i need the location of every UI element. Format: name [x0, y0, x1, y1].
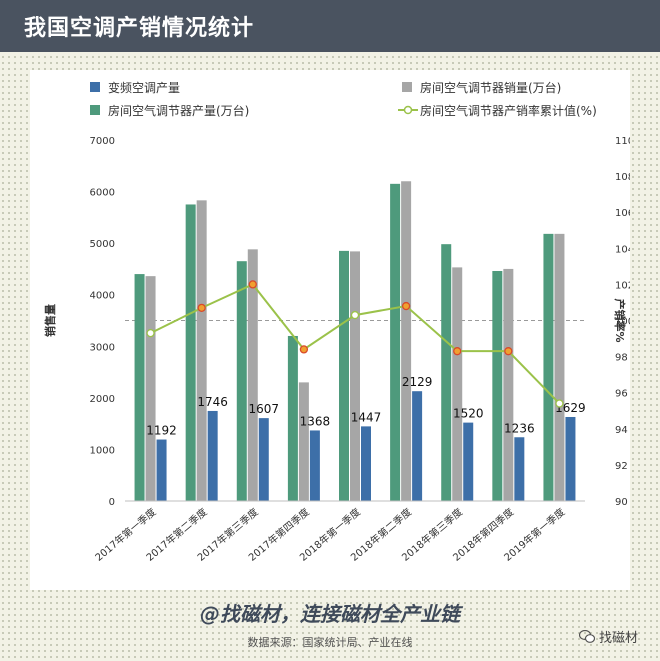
wechat-account: 找磁材: [578, 627, 638, 646]
rate-point: [146, 328, 155, 338]
y-tick-left: 3000: [90, 342, 115, 353]
rate-point: [350, 310, 360, 320]
y-tick-right: 96: [615, 389, 628, 400]
data-label-inverter: 1447: [351, 410, 382, 424]
wechat-name: 找磁材: [598, 631, 638, 646]
bar-inverter-production: [565, 416, 576, 501]
bar-sales: [298, 382, 309, 501]
y-tick-right: 106: [615, 208, 630, 219]
bar-inverter-production: [412, 391, 423, 501]
y-tick-left: 7000: [90, 136, 115, 147]
bar-sales: [350, 251, 360, 501]
bar-production: [390, 183, 401, 501]
rate-point: [248, 280, 257, 289]
data-label-inverter: 2129: [402, 375, 433, 389]
bar-production: [134, 274, 145, 501]
bar-sales: [247, 249, 258, 501]
rate-point: [555, 399, 564, 408]
rate-point: [453, 347, 462, 356]
bar-sales: [503, 268, 514, 501]
bar-sales: [401, 181, 412, 501]
y-tick-right: 108: [615, 172, 630, 183]
y-tick-left: 4000: [90, 291, 115, 302]
y-tick-left: 5000: [90, 239, 115, 250]
legend-label: 房间空气调节器产量(万台): [108, 103, 249, 118]
bar-inverter-production: [514, 437, 525, 501]
legend-swatch: [90, 105, 100, 115]
data-label-inverter: 1607: [249, 402, 280, 416]
data-label-inverter: 1236: [504, 421, 535, 435]
y-tick-left: 2000: [90, 394, 115, 405]
y-tick-left: 1000: [90, 445, 115, 456]
legend-marker-swatch: [403, 105, 413, 115]
bar-inverter-production: [361, 426, 371, 501]
bar-inverter-production: [463, 422, 474, 501]
rate-point: [197, 303, 206, 313]
chart: 变频空调产量 房间空气调节器销量(万台) 房间空气调节器产量(万台) 房间空气调节器产…: [43, 80, 630, 564]
rate-point: [299, 345, 309, 354]
y-tick-left: 6000: [90, 188, 115, 199]
legend-swatch: [402, 82, 412, 92]
data-source: 数据来源：国家统计局、产业在线: [247, 636, 413, 649]
wechat-icon: [578, 630, 595, 643]
slogan: @找磁材，连接磁材全产业链: [200, 602, 460, 626]
bar-inverter-production: [156, 439, 167, 501]
data-label-inverter: 1520: [453, 407, 484, 421]
bar-production: [339, 250, 349, 501]
bar-production: [236, 261, 247, 501]
bar-sales: [145, 276, 156, 501]
y-tick-right: 92: [615, 461, 628, 472]
bar-sales: [196, 200, 207, 502]
legend-label: 变频空调产量: [108, 80, 180, 95]
y-tick-right: 104: [615, 244, 630, 255]
bar-sales: [452, 267, 463, 501]
legend-label: 房间空气调节器销量(万台): [420, 80, 561, 95]
bar-production: [287, 335, 298, 501]
data-label-inverter: 1368: [300, 414, 331, 428]
rate-point: [401, 301, 411, 311]
data-label-inverter: 1746: [197, 395, 228, 409]
bar-inverter-production: [258, 418, 269, 501]
y-tick-right: 98: [615, 353, 628, 364]
y-axis-title-left: 销售量: [43, 304, 57, 337]
y-tick-right: 94: [615, 425, 628, 436]
y-tick-right: 90: [615, 497, 628, 508]
rate-point: [504, 347, 513, 356]
bar-production: [441, 244, 452, 501]
bar-inverter-production: [309, 430, 320, 501]
bar-sales: [554, 233, 565, 502]
legend-label: 房间空气调节器产销率累计值(%): [420, 103, 597, 118]
bar-production: [543, 233, 554, 502]
y-tick-right: 100: [615, 317, 630, 328]
legend-swatch: [90, 82, 100, 92]
bar-inverter-production: [207, 410, 218, 501]
page-title: 我国空调产销情况统计: [24, 16, 255, 41]
header-bar: 我国空调产销情况统计: [0, 0, 660, 52]
bar-production: [492, 270, 503, 501]
y-tick-right: 110: [615, 136, 630, 147]
chart-panel: 变频空调产量 房间空气调节器销量(万台) 房间空气调节器产量(万台) 房间空气调节器产…: [30, 70, 630, 590]
data-label-inverter: 1192: [146, 424, 177, 438]
y-tick-right: 102: [615, 280, 630, 291]
bar-production: [185, 204, 196, 501]
y-axis-title-right: 产销率%: [613, 298, 627, 342]
y-tick-left: 0: [109, 497, 115, 508]
